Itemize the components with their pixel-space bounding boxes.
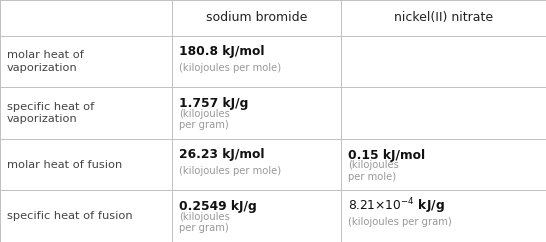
Text: (kilojoules
per mole): (kilojoules per mole) xyxy=(348,160,399,182)
Text: 180.8 kJ/mol: 180.8 kJ/mol xyxy=(179,45,265,58)
Text: nickel(II) nitrate: nickel(II) nitrate xyxy=(394,11,493,24)
Text: molar heat of fusion: molar heat of fusion xyxy=(7,160,122,170)
Text: 0.2549 kJ/g: 0.2549 kJ/g xyxy=(179,200,257,213)
Text: sodium bromide: sodium bromide xyxy=(206,11,307,24)
Text: (kilojoules per mole): (kilojoules per mole) xyxy=(179,63,281,73)
Text: specific heat of fusion: specific heat of fusion xyxy=(7,211,133,221)
Text: (kilojoules
per gram): (kilojoules per gram) xyxy=(179,212,230,233)
Text: 26.23 kJ/mol: 26.23 kJ/mol xyxy=(179,148,265,161)
Text: (kilojoules per mole): (kilojoules per mole) xyxy=(179,166,281,176)
Text: (kilojoules per gram): (kilojoules per gram) xyxy=(348,217,452,227)
Text: 1.757 kJ/g: 1.757 kJ/g xyxy=(179,97,248,110)
Text: $8.21{\times}10^{-4}$ kJ/g: $8.21{\times}10^{-4}$ kJ/g xyxy=(348,196,445,216)
Text: 0.15 kJ/mol: 0.15 kJ/mol xyxy=(348,149,425,162)
Text: specific heat of
vaporization: specific heat of vaporization xyxy=(7,102,94,124)
Text: molar heat of
vaporization: molar heat of vaporization xyxy=(7,50,84,73)
Text: (kilojoules
per gram): (kilojoules per gram) xyxy=(179,108,230,130)
